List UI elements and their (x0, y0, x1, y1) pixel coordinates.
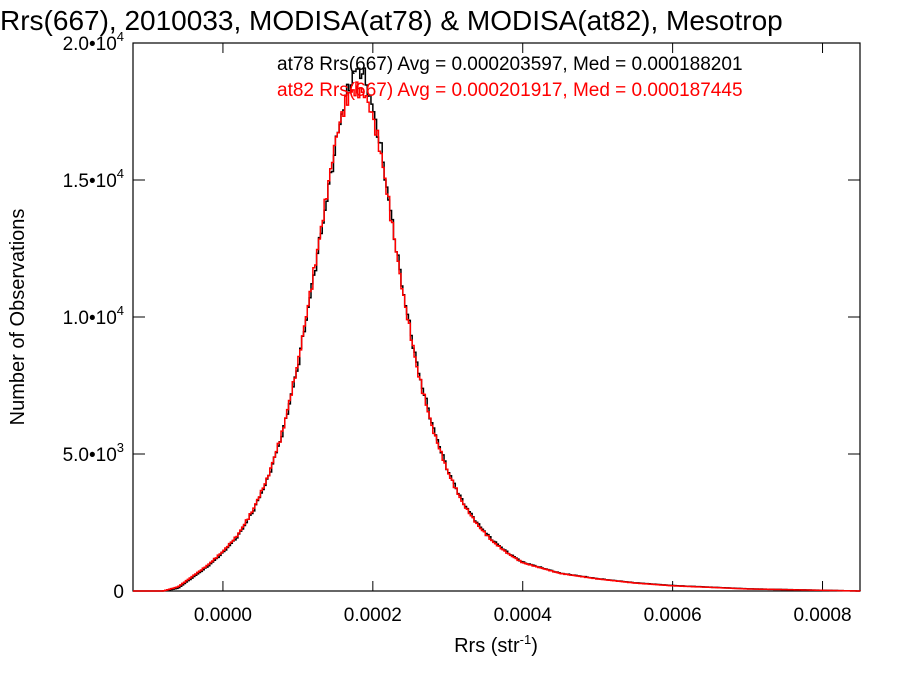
legend-at78: at78 Rrs(667) Avg = 0.000203597, Med = 0… (277, 54, 743, 75)
legend-at82: at82 Rrs(667) Avg = 0.000201917, Med = 0… (277, 80, 743, 101)
x-tick-label: 0.0006 (644, 605, 702, 626)
x-tick-label: 0.0004 (494, 605, 553, 626)
y-tick-label: 2.0•104 (63, 29, 124, 55)
y-tick-exponent: 4 (117, 166, 124, 181)
x-tick-labels: 0.0000 0.0002 0.0004 0.0006 0.0008 (194, 605, 852, 626)
series-at78-line (133, 67, 861, 592)
x-axis-label-exponent: -1 (520, 632, 532, 647)
x-axis-label: Rrs (str-1) (454, 632, 538, 657)
chart-title: Rrs(667), 2010033, MODISA(at78) & MODISA… (0, 5, 783, 36)
y-tick-mantissa: 1.5•10 (63, 171, 117, 192)
y-tick-label: 5.0•103 (63, 440, 124, 466)
y-tick-mantissa: 1.0•10 (63, 308, 117, 329)
y-tick-exponent: 3 (117, 440, 124, 455)
plot-frame (132, 42, 861, 592)
x-tick-label: 0.0002 (344, 605, 402, 626)
series-at82-line (133, 81, 861, 592)
x-axis-label-close: ) (531, 635, 538, 657)
y-tick-label: 0 (113, 582, 124, 603)
y-tick-mantissa: 2.0•10 (63, 34, 117, 55)
y-tick-label: 1.0•104 (63, 303, 124, 329)
y-tick-exponent: 4 (117, 303, 124, 318)
series-layer (133, 67, 861, 592)
x-tick-label: 0.0008 (793, 605, 851, 626)
y-tick-exponent: 4 (117, 29, 124, 44)
y-tick-mantissa: 5.0•10 (63, 445, 117, 466)
axis-ticks (133, 42, 860, 592)
y-axis-label: Number of Observations (7, 209, 29, 426)
y-tick-mantissa: 0 (113, 582, 124, 603)
x-tick-label: 0.0000 (194, 605, 252, 626)
y-tick-label: 1.5•104 (63, 166, 124, 192)
